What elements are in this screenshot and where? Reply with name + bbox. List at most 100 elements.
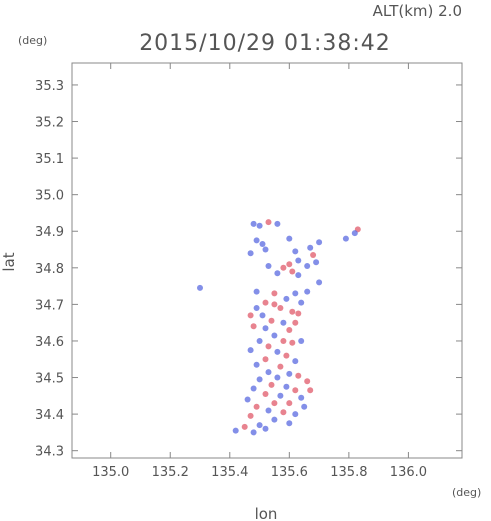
- data-point: [256, 222, 263, 229]
- data-point: [286, 370, 293, 377]
- data-point: [265, 369, 272, 376]
- data-point: [256, 376, 263, 383]
- data-point: [262, 356, 269, 363]
- data-point: [289, 308, 296, 315]
- data-point: [253, 361, 260, 368]
- data-point: [286, 235, 293, 242]
- y-tick-label: 35.2: [35, 116, 64, 131]
- x-tick-label: 135.0: [92, 465, 129, 480]
- data-point: [259, 241, 266, 247]
- y-tick-label: 34.7: [35, 298, 64, 313]
- data-point: [286, 261, 293, 268]
- data-point: [247, 412, 254, 419]
- data-point: [253, 237, 260, 244]
- data-point: [342, 235, 349, 242]
- data-point: [292, 290, 299, 297]
- data-point: [268, 381, 275, 388]
- data-point: [262, 391, 269, 397]
- altitude-label: ALT(km) 2.0: [373, 2, 462, 20]
- data-point: [277, 392, 284, 399]
- x-tick-label: 135.4: [211, 465, 248, 480]
- data-point: [247, 347, 254, 354]
- data-point: [262, 246, 269, 253]
- chart-title: 2015/10/29 01:38:42: [139, 31, 391, 56]
- data-point: [253, 403, 260, 410]
- data-point: [280, 264, 287, 271]
- y-tick-label: 34.8: [35, 262, 64, 277]
- data-point: [307, 387, 314, 394]
- data-point: [277, 363, 284, 370]
- data-point: [289, 339, 296, 346]
- data-point: [298, 299, 305, 306]
- data-point: [351, 230, 358, 237]
- data-point: [295, 372, 302, 379]
- data-point: [262, 325, 269, 332]
- y-tick-label: 34.9: [35, 225, 64, 240]
- data-point: [244, 396, 251, 403]
- data-point: [232, 427, 239, 434]
- y-tick-label: 35.1: [35, 152, 64, 167]
- plot-area: [71, 62, 463, 459]
- data-point: [197, 284, 203, 291]
- y-axis-label: lat: [0, 252, 18, 271]
- data-point: [292, 358, 299, 365]
- data-point: [271, 416, 278, 423]
- data-point: [292, 319, 299, 326]
- x-axis-ticks: 135.0 135.2 135.4 135.6 135.8 136.0: [92, 63, 427, 480]
- data-point: [274, 270, 281, 277]
- data-point: [295, 272, 302, 279]
- y-axis-ticks: 34.3 34.4 34.5 34.6 34.7 34.8 34.9 35.0 35.1 35.2…: [35, 79, 462, 460]
- x-axis-label: lon: [255, 505, 278, 521]
- data-point: [265, 407, 272, 414]
- data-point: [265, 219, 272, 226]
- data-point: [286, 420, 293, 427]
- y-tick-label: 34.4: [35, 408, 64, 423]
- data-points: [197, 219, 361, 436]
- data-point: [313, 259, 320, 266]
- data-point: [304, 378, 311, 385]
- data-point: [280, 319, 287, 326]
- data-point: [259, 312, 266, 319]
- data-point: [265, 343, 272, 350]
- data-point: [262, 299, 269, 306]
- data-point: [250, 323, 257, 330]
- data-point: [316, 239, 323, 246]
- data-point: [250, 429, 257, 436]
- data-point: [253, 305, 260, 311]
- data-point: [295, 257, 302, 264]
- data-point: [256, 422, 263, 429]
- data-point: [274, 374, 281, 381]
- data-point: [262, 425, 269, 432]
- y-tick-label: 34.5: [35, 372, 64, 387]
- data-point: [277, 305, 284, 311]
- data-point: [274, 220, 281, 227]
- data-point: [280, 409, 287, 416]
- data-point: [250, 220, 257, 227]
- y-tick-label: 35.0: [35, 189, 64, 204]
- data-point: [241, 423, 248, 430]
- y-unit-label: (deg): [18, 34, 47, 47]
- data-point: [247, 250, 254, 257]
- data-point: [292, 248, 299, 255]
- data-point: [298, 394, 305, 401]
- data-point: [286, 327, 293, 333]
- data-point: [301, 403, 308, 410]
- data-point: [271, 332, 278, 339]
- data-point: [250, 385, 257, 392]
- data-point: [310, 252, 317, 258]
- data-point: [283, 295, 290, 302]
- x-tick-label: 135.8: [330, 465, 367, 480]
- data-point: [256, 338, 263, 344]
- data-point: [292, 411, 299, 418]
- x-tick-label: 136.0: [390, 465, 427, 480]
- data-point: [280, 338, 287, 344]
- data-point: [304, 263, 311, 269]
- x-tick-label: 135.6: [271, 465, 308, 480]
- data-point: [268, 317, 275, 324]
- data-point: [295, 310, 302, 317]
- data-point: [316, 279, 323, 286]
- data-point: [283, 383, 290, 390]
- y-tick-label: 34.3: [35, 445, 64, 460]
- data-point: [289, 268, 296, 275]
